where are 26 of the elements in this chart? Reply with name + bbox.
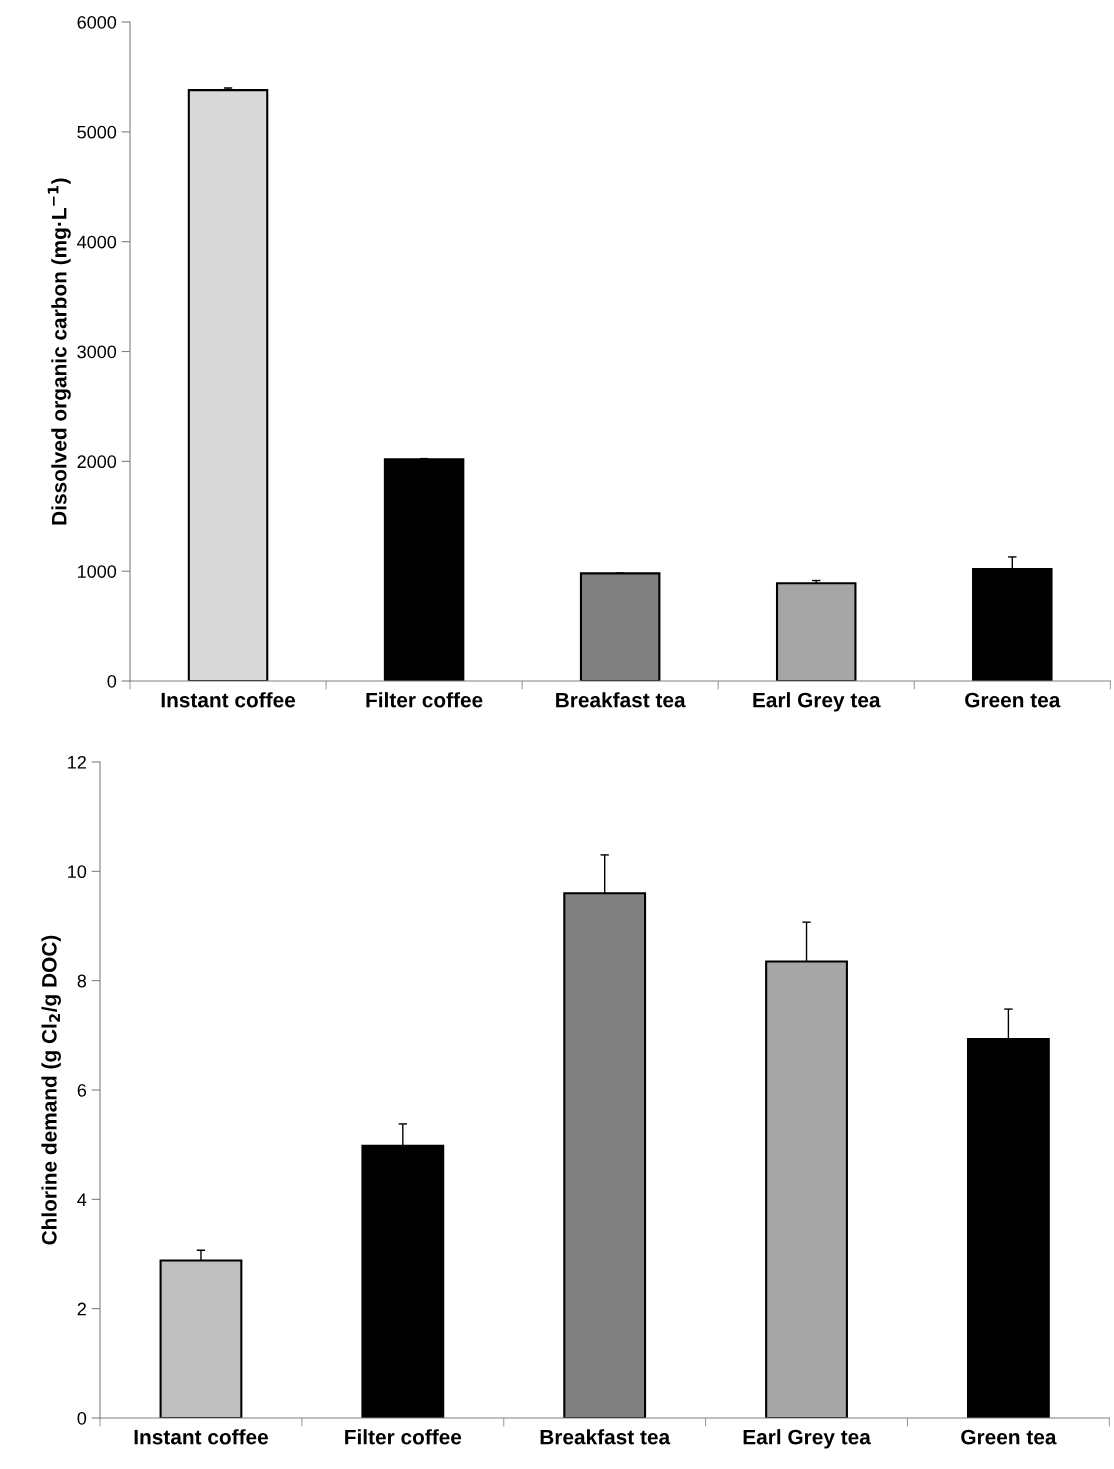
y-tick-label: 6 [77, 1083, 87, 1097]
y-axis-title: Chlorine demand (g Cl$_{2}$/g DOC) [41, 935, 61, 1245]
y-tick-label: 10 [68, 865, 87, 879]
y-tick-label: 12 [68, 755, 86, 769]
y-tick-label: 2 [77, 1302, 86, 1316]
y-tick-label: 3000 [77, 345, 117, 359]
y-tick-label: 4000 [77, 235, 117, 249]
x-tick-label: Filter coffee [366, 692, 483, 708]
x-tick-label: Earl Grey tea [753, 692, 881, 712]
x-tick-label: Earl Grey tea [743, 1429, 871, 1449]
y-axis-title: Dissolved organic carbon (mg·L$^{−1}$) [47, 178, 71, 525]
y-tick-label: 1000 [78, 565, 117, 578]
x-tick-label: Instant coffee [161, 692, 296, 708]
x-tick-label: Breakfast tea [556, 692, 686, 708]
x-tick-label: Instant coffee [134, 1429, 268, 1445]
y-tick-label: 4 [77, 1193, 87, 1206]
y-tick-label: 5000 [77, 125, 117, 139]
x-tick-label: Green tea [965, 692, 1061, 708]
x-tick-label: Breakfast tea [540, 1429, 671, 1445]
y-tick-label: 8 [77, 974, 87, 988]
y-tick-label: 0 [107, 674, 117, 688]
x-tick-label: Filter coffee [345, 1429, 462, 1445]
x-tick-label: Green tea [961, 1429, 1057, 1445]
y-tick-label: 2000 [77, 455, 117, 469]
y-tick-label: 0 [77, 1411, 87, 1425]
y-tick-label: 6000 [77, 15, 117, 29]
